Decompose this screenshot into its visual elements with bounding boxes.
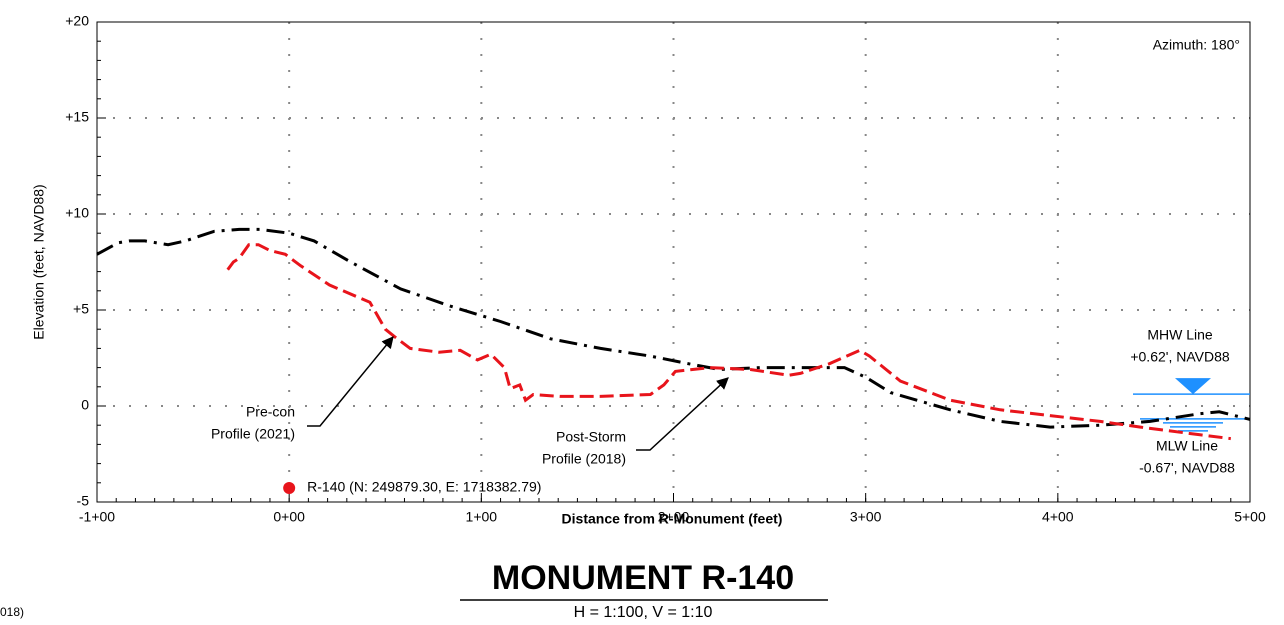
monument-label: R-140 (N: 249879.30, E: 1718382.79) bbox=[307, 479, 541, 495]
mlw-label: -0.67', NAVD88 bbox=[1139, 460, 1235, 476]
x-tick-label: 5+00 bbox=[1234, 509, 1266, 525]
profile-line bbox=[226, 243, 1231, 441]
x-tick-label: -1+00 bbox=[79, 509, 115, 525]
y-tick-label: -5 bbox=[77, 493, 90, 509]
corner-text: 018) bbox=[0, 605, 24, 619]
y-tick-label: +5 bbox=[73, 301, 89, 317]
mhw-label: MHW Line bbox=[1147, 327, 1213, 343]
annotation: Pre-con bbox=[246, 404, 295, 420]
x-axis-label: Distance from R-Monument (feet) bbox=[562, 511, 783, 527]
x-tick-label: 2+00 bbox=[658, 509, 690, 525]
chart-title: MONUMENT R-140 bbox=[492, 559, 794, 597]
monument-marker bbox=[283, 482, 296, 494]
y-axis-label: Elevation (feet, NAVD88) bbox=[31, 184, 47, 339]
azimuth: Azimuth: 180° bbox=[1153, 37, 1240, 53]
annotation: Profile (2021) bbox=[211, 426, 295, 442]
profile-line bbox=[96, 227, 1251, 429]
annotation-arrow bbox=[307, 336, 394, 427]
mlw-label: MLW Line bbox=[1156, 438, 1218, 454]
annotation-arrow bbox=[636, 377, 729, 451]
y-tick-label: +20 bbox=[65, 13, 89, 29]
x-tick-label: 3+00 bbox=[850, 509, 882, 525]
plot-frame bbox=[96, 21, 1251, 503]
annotation: Post-Storm bbox=[556, 429, 626, 445]
y-tick-label: 0 bbox=[81, 397, 89, 413]
x-tick-label: 4+00 bbox=[1042, 509, 1074, 525]
mhw-label: +0.62', NAVD88 bbox=[1130, 349, 1230, 365]
annotation: Profile (2018) bbox=[542, 451, 626, 467]
y-tick-label: +15 bbox=[65, 109, 89, 125]
chart-subtitle: H = 1:100, V = 1:10 bbox=[574, 604, 713, 621]
x-tick-label: 1+00 bbox=[466, 509, 498, 525]
mhw-symbol bbox=[1175, 378, 1211, 395]
y-tick-label: +10 bbox=[65, 205, 89, 221]
x-tick-label: 0+00 bbox=[273, 509, 305, 525]
